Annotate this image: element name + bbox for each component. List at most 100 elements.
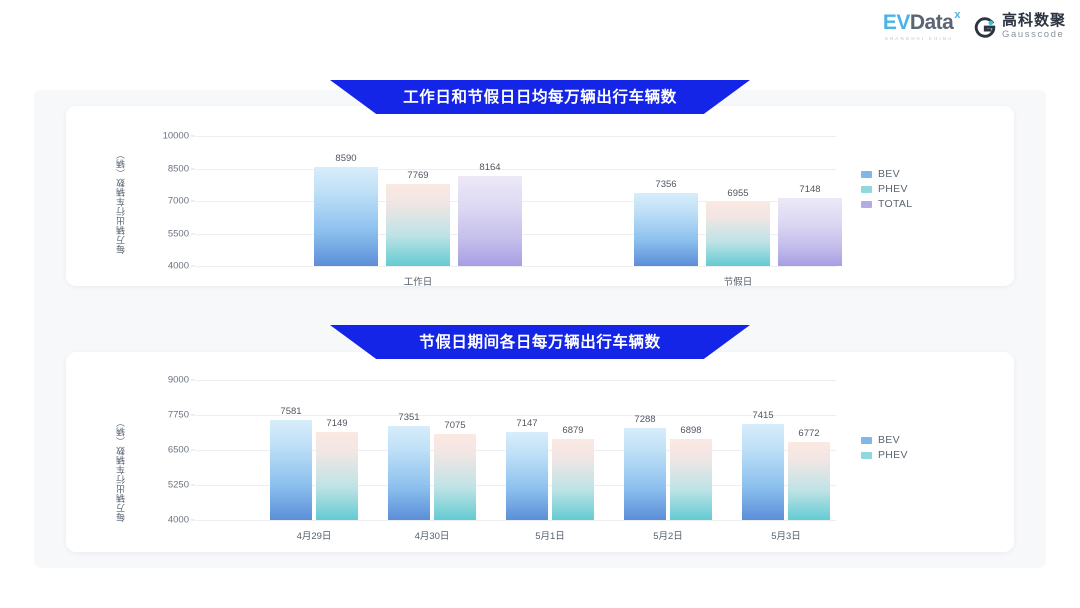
chart1-ytick-label: 7000 <box>167 195 189 207</box>
chart1-gridline <box>196 168 836 170</box>
chart2-bar-bev-0430[interactable]: 7351 <box>388 412 430 520</box>
banner-weekday-holiday: 工作日和节假日日均每万辆出行车辆数 <box>330 80 750 114</box>
chart1-ytick-label: 10000 <box>162 130 189 142</box>
chart1-bar-phev-holiday[interactable]: 6955 <box>706 188 770 266</box>
chart1-bar-phev-weekday[interactable]: 7769 <box>386 170 450 266</box>
chart1-x-label-holiday: 节假日 <box>723 277 753 288</box>
chart1-tickmark <box>191 265 195 267</box>
chart2-ytick-label: 7750 <box>167 409 189 421</box>
evdata-wordmark: EV Data x <box>882 9 961 34</box>
legend-swatch-total-icon <box>861 200 872 208</box>
chart1-bar-total-weekday[interactable]: 8164 <box>458 162 522 266</box>
banner-holiday-daily: 节假日期间各日每万辆出行车辆数 <box>330 325 750 359</box>
chart2-bar-bev-0503[interactable]: 7415 <box>742 410 784 520</box>
chart-weekday-holiday: 每万辆出行车辆数（辆） 10000 8500 7000 5500 4000 85… <box>66 106 1014 289</box>
chart2-bar-value: 6898 <box>680 424 702 436</box>
chart1-tickmark <box>191 200 195 202</box>
chart1-bar-value: 7769 <box>407 170 429 182</box>
chart1-y-axis-title: 每万辆出行车辆数（辆） <box>116 149 126 255</box>
chart1-tickmark <box>191 233 195 234</box>
chart2-x-label-0429: 4月29日 <box>296 531 332 542</box>
evdata-x-icon: x <box>954 9 960 21</box>
chart1-tickmark <box>191 135 195 137</box>
evdata-logo: EV Data x SHANGHAI CHINA <box>882 9 961 42</box>
chart1-plot-area: 10000 8500 7000 5500 4000 8590 7769 8164… <box>163 131 842 288</box>
chart1-legend-item-total[interactable]: TOTAL <box>861 198 912 210</box>
chart1-legend-item-bev[interactable]: BEV <box>861 168 912 180</box>
chart1-bar-value: 6955 <box>727 188 749 199</box>
chart2-bar-value: 7147 <box>516 417 538 429</box>
chart1-bar-value: 7356 <box>655 179 677 191</box>
header-logos: EV Data x SHANGHAI CHINA 高科数聚 Gausscode <box>882 9 1066 42</box>
chart2-legend-label-phev: PHEV <box>878 449 908 461</box>
chart1-bar-bev-holiday[interactable]: 7356 <box>634 179 698 266</box>
gausscode-text: 高科数聚 Gausscode <box>1002 13 1066 40</box>
gausscode-mark-icon <box>974 16 996 38</box>
chart2-tickmark <box>191 379 195 381</box>
chart2-ytick-label: 9000 <box>167 374 189 386</box>
chart2-ytick-label: 4000 <box>167 514 189 526</box>
legend-swatch-phev-icon <box>861 451 872 459</box>
chart2-tickmark <box>191 414 195 416</box>
chart1-legend-item-phev[interactable]: PHEV <box>861 183 912 195</box>
chart1-ytick-label: 5500 <box>167 228 189 239</box>
chart2-legend-item-bev[interactable]: BEV <box>861 434 908 446</box>
chart2-x-label-0502: 5月2日 <box>653 531 683 542</box>
chart1-x-label-weekday: 工作日 <box>403 277 433 288</box>
chart1-bar-value: 8164 <box>479 161 501 173</box>
legend-swatch-bev-icon <box>861 170 872 178</box>
chart2-ytick-label: 5250 <box>167 479 189 491</box>
banner-weekday-holiday-text: 工作日和节假日日均每万辆出行车辆数 <box>403 89 677 106</box>
chart2-bar-phev-0502[interactable]: 6898 <box>670 425 712 520</box>
chart2-bar-phev-0503[interactable]: 6772 <box>788 428 830 520</box>
chart1-bar-value: 7148 <box>799 183 821 195</box>
chart2-bar-bev-0429[interactable]: 7581 <box>270 406 312 520</box>
chart2-bar-value: 7351 <box>398 412 420 424</box>
chart1-legend-label-bev: BEV <box>878 168 900 180</box>
chart2-bar-value: 7288 <box>634 413 656 425</box>
chart2-tickmark <box>191 484 195 486</box>
chart2-bar-phev-0501[interactable]: 6879 <box>552 425 594 520</box>
banner-holiday-daily-text: 节假日期间各日每万辆出行车辆数 <box>419 334 661 351</box>
chart2-bar-phev-0429[interactable]: 7149 <box>316 418 358 520</box>
chart2-plot-area: 9000 7750 6500 5250 4000 7581 7149 4月29日… <box>168 375 836 542</box>
chart2-x-label-0501: 5月1日 <box>535 531 565 542</box>
chart1-legend-label-total: TOTAL <box>878 198 913 210</box>
chart1-ytick-label: 4000 <box>167 260 189 272</box>
chart1-gridline <box>196 266 836 267</box>
chart2-tickmark <box>191 519 195 521</box>
legend-swatch-bev-icon <box>861 436 872 444</box>
chart-holiday-daily: 每万辆出行车辆数（辆） 9000 7750 6500 5250 4000 758… <box>66 352 1014 552</box>
chart1-legend-label-phev: PHEV <box>878 183 908 195</box>
gausscode-en-name: Gausscode <box>1001 29 1065 41</box>
chart2-bar-value: 6879 <box>562 425 584 437</box>
chart2-bar-value: 7149 <box>326 417 348 429</box>
chart1-legend: BEV PHEV TOTAL <box>861 168 912 210</box>
chart2-bar-phev-0430[interactable]: 7075 <box>434 420 476 520</box>
chart2-legend: BEV PHEV <box>861 434 908 461</box>
chart2-gridline <box>196 415 836 416</box>
chart2-bar-bev-0501[interactable]: 7147 <box>506 418 548 520</box>
chart2-legend-label-bev: BEV <box>878 434 900 446</box>
chart1-tickmark <box>191 168 195 169</box>
evdata-tagline: SHANGHAI CHINA <box>884 36 954 41</box>
chart2-x-label-0503: 5月3日 <box>771 531 801 542</box>
chart1-bar-value: 8590 <box>335 152 357 164</box>
chart2-bar-value: 7415 <box>752 410 774 422</box>
chart2-bar-bev-0502[interactable]: 7288 <box>624 414 666 520</box>
chart1-ytick-label: 8500 <box>167 163 189 174</box>
chart2-gridline <box>196 380 836 381</box>
chart2-bar-value: 7581 <box>280 405 302 417</box>
chart2-bar-value: 6772 <box>798 428 820 440</box>
chart2-legend-item-phev[interactable]: PHEV <box>861 449 908 461</box>
chart2-bar-value: 7075 <box>444 419 466 431</box>
chart2-tickmark <box>191 449 195 451</box>
evdata-ev-text: EV <box>882 11 911 34</box>
chart2-gridline <box>196 520 836 521</box>
chart1-bar-total-holiday[interactable]: 7148 <box>778 184 842 266</box>
gausscode-cn-name: 高科数聚 <box>1001 12 1066 30</box>
chart1-gridline <box>196 136 836 137</box>
chart2-x-label-0430: 4月30日 <box>414 531 450 542</box>
chart1-bar-bev-weekday[interactable]: 8590 <box>314 153 378 266</box>
